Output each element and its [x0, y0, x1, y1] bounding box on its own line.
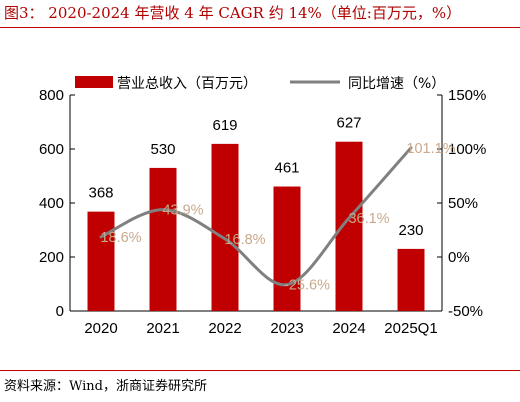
legend-line-label: 同比增速（%）	[348, 76, 445, 92]
bar	[211, 143, 239, 311]
x-tick-label: 2024	[332, 320, 365, 337]
growth-value-label: 43.9%	[162, 203, 203, 219]
left-tick-label: 800	[39, 87, 64, 104]
right-tick-label: 0%	[448, 249, 470, 266]
bar-series	[87, 141, 425, 311]
bar-value-label: 530	[150, 141, 175, 158]
bar-value-label: 627	[336, 115, 361, 132]
left-tick-label: 200	[39, 249, 64, 266]
bar-value-label: 619	[212, 117, 237, 134]
right-axis: -50% 0% 50% 100% 150%	[437, 87, 486, 320]
bar-value-label: 461	[274, 160, 299, 177]
x-tick-label: 2023	[270, 320, 303, 337]
source-note: 资料来源：Wind，浙商证券研究所	[4, 379, 207, 394]
legend-bar-swatch	[75, 76, 113, 88]
x-tick-label: 2021	[146, 320, 179, 337]
left-axis: 0 200 400 600 800	[39, 87, 75, 320]
line-value-labels: 18.6% 43.9% 16.8% -25.6% 36.1% 101.1%	[100, 141, 455, 294]
right-tick-label: 150%	[448, 87, 486, 104]
growth-line	[99, 146, 413, 287]
bar-value-label: 368	[88, 185, 113, 202]
x-axis: 2020 2021 2022 2023 2024 2025Q1	[70, 310, 442, 337]
chart-title: 图3： 2020-2024 年营收 4 年 CAGR 约 14%（单位:百万元，…	[4, 4, 462, 22]
bar	[397, 248, 425, 311]
title-rule	[0, 27, 520, 28]
growth-value-label: 36.1%	[348, 211, 389, 227]
left-tick-label: 0	[56, 303, 64, 320]
growth-value-label: 18.6%	[100, 230, 141, 246]
right-tick-label: 50%	[448, 195, 478, 212]
bar	[149, 167, 177, 311]
left-tick-label: 600	[39, 141, 64, 158]
source-rule	[0, 370, 520, 371]
growth-value-label: -25.6%	[284, 278, 330, 294]
right-tick-label: -50%	[448, 303, 483, 320]
bar	[335, 141, 363, 311]
bar	[87, 211, 115, 311]
bar-value-labels: 368 530 619 461 627 230	[88, 115, 423, 239]
x-tick-label: 2025Q1	[384, 320, 437, 337]
x-tick-label: 2022	[208, 320, 241, 337]
growth-value-label: 16.8%	[224, 232, 265, 248]
legend-bar-label: 营业总收入（百万元）	[117, 76, 257, 92]
left-tick-label: 400	[39, 195, 64, 212]
bar-value-label: 230	[398, 222, 423, 239]
legend: 营业总收入（百万元） 同比增速（%）	[75, 76, 445, 92]
right-tick-label: 100%	[448, 141, 486, 158]
combo-chart: 营业总收入（百万元） 同比增速（%） 0 200 400 600 800 -50% 0% 5…	[39, 76, 486, 337]
bar	[273, 186, 301, 311]
x-tick-label: 2020	[84, 320, 117, 337]
line-series	[99, 146, 413, 287]
growth-value-label: 101.1%	[406, 141, 455, 157]
